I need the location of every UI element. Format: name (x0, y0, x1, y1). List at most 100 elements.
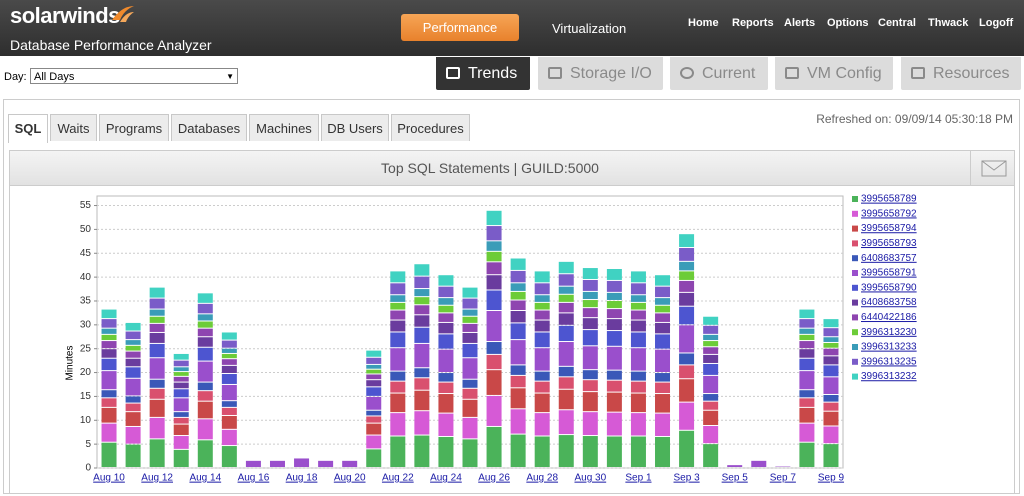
y-tick-label: 20 (80, 367, 92, 378)
bar-segment (173, 367, 189, 372)
bar-segment (606, 269, 622, 280)
sub-tab[interactable]: Procedures (391, 114, 470, 141)
nav-link[interactable]: Logoff (979, 17, 1014, 29)
bar-segment (390, 393, 406, 413)
performance-button[interactable]: Performance (401, 14, 519, 41)
bar-segment (558, 325, 574, 342)
bar-segment (606, 331, 622, 346)
x-tick-label[interactable]: Sep 7 (770, 473, 797, 484)
legend-entry[interactable]: 3995658793 (861, 238, 917, 249)
resources-tab[interactable]: Resources (901, 57, 1021, 90)
bar-segment (245, 460, 261, 467)
nav-link[interactable]: Home (688, 17, 719, 29)
bar-segment (438, 322, 454, 334)
bar-segment (823, 348, 839, 356)
bar-segment (799, 349, 815, 358)
nav-link[interactable]: Central (878, 17, 916, 29)
nav-link[interactable]: Thwack (928, 17, 969, 29)
sub-tab[interactable]: Databases (171, 114, 247, 141)
legend-entry[interactable]: 3995658792 (861, 208, 917, 219)
current-tab[interactable]: Current (670, 57, 768, 90)
bar-segment (197, 293, 213, 303)
x-tick-label[interactable]: Aug 24 (430, 473, 462, 484)
bar-segment (149, 323, 165, 332)
x-tick-label[interactable]: Sep 1 (625, 473, 652, 484)
storage-tab[interactable]: Storage I/O (538, 57, 663, 90)
x-tick-label[interactable]: Sep 3 (674, 473, 701, 484)
bar-segment (823, 426, 839, 444)
bar-segment (438, 394, 454, 413)
bar-segment (510, 388, 526, 409)
trends-tab[interactable]: Trends (436, 57, 530, 90)
legend-entry[interactable]: 3995658794 (861, 223, 917, 234)
bar-segment (294, 458, 310, 467)
bar-segment (486, 275, 502, 290)
legend-entry[interactable]: 6440422186 (861, 312, 917, 323)
email-button[interactable] (970, 151, 1015, 185)
x-tick-label[interactable]: Aug 28 (526, 473, 558, 484)
bar-segment (221, 407, 237, 415)
bar-segment (101, 358, 117, 371)
legend-entry[interactable]: 3996313235 (861, 356, 917, 367)
x-tick-label[interactable]: Aug 14 (189, 473, 221, 484)
nav-link[interactable]: Alerts (784, 17, 816, 29)
bar-segment (799, 398, 815, 407)
x-tick-label[interactable]: Aug 16 (238, 473, 270, 484)
x-tick-label[interactable]: Aug 12 (141, 473, 173, 484)
legend-entry[interactable]: 3996313232 (861, 371, 917, 382)
legend-entry[interactable]: 3995658789 (861, 194, 917, 205)
x-tick-label[interactable]: Aug 22 (382, 473, 414, 484)
bar-segment (149, 298, 165, 309)
bar-segment (390, 413, 406, 436)
bar-segment (149, 316, 165, 323)
x-tick-label[interactable]: Aug 10 (93, 473, 125, 484)
tab-label: Trends (468, 65, 518, 82)
vmconfig-tab[interactable]: VM Config (775, 57, 893, 90)
nav-link[interactable]: Options (827, 17, 869, 29)
sub-tab[interactable]: Waits (50, 114, 97, 141)
legend-swatch (852, 196, 858, 202)
legend-entry[interactable]: 6408683758 (861, 297, 917, 308)
bar-segment (438, 305, 454, 313)
x-tick-label[interactable]: Sep 9 (818, 473, 845, 484)
legend-entry[interactable]: 3996313230 (861, 327, 917, 338)
x-tick-label[interactable]: Aug 26 (478, 473, 510, 484)
sub-tab[interactable]: Machines (249, 114, 319, 141)
legend-entry[interactable]: 3995658791 (861, 268, 917, 279)
legend-entry[interactable]: 3996313233 (861, 342, 917, 353)
bar-segment (462, 298, 478, 309)
header: solarwinds Database Performance Analyzer… (0, 0, 1024, 56)
bar-segment (486, 370, 502, 395)
bar-segment (221, 359, 237, 365)
bar-segment (703, 410, 719, 426)
logo[interactable]: solarwinds (10, 3, 120, 28)
sub-tab[interactable]: DB Users (321, 114, 389, 141)
x-tick-label[interactable]: Aug 18 (286, 473, 318, 484)
bar-segment (462, 399, 478, 417)
bar-segment (534, 371, 550, 381)
nav-link[interactable]: Reports (732, 17, 774, 29)
x-tick-label[interactable]: Sep 5 (722, 473, 749, 484)
bar-segment (534, 295, 550, 302)
bar-segment (582, 436, 598, 467)
bar-segment (125, 403, 141, 412)
x-tick-label[interactable]: Aug 20 (334, 473, 366, 484)
y-tick-label: 0 (85, 463, 91, 474)
bar-segment (221, 446, 237, 467)
bar-segment (727, 465, 743, 467)
bar-segment (630, 332, 646, 348)
bar-segment (149, 379, 165, 388)
sub-tab[interactable]: Programs (99, 114, 169, 141)
day-select[interactable]: All Days (30, 68, 238, 85)
sub-tab[interactable]: SQL (8, 114, 48, 143)
bar-segment (414, 297, 430, 305)
legend-entry[interactable]: 6408683757 (861, 253, 917, 264)
x-tick-label[interactable]: Aug 30 (574, 473, 606, 484)
legend-entry[interactable]: 3995658790 (861, 282, 917, 293)
virtualization-button[interactable]: Virtualization (552, 21, 627, 36)
legend-swatch (852, 314, 858, 321)
bar-segment (366, 380, 382, 387)
bar-segment (125, 378, 141, 396)
bar-segment (414, 264, 430, 276)
bar-segment (101, 423, 117, 442)
